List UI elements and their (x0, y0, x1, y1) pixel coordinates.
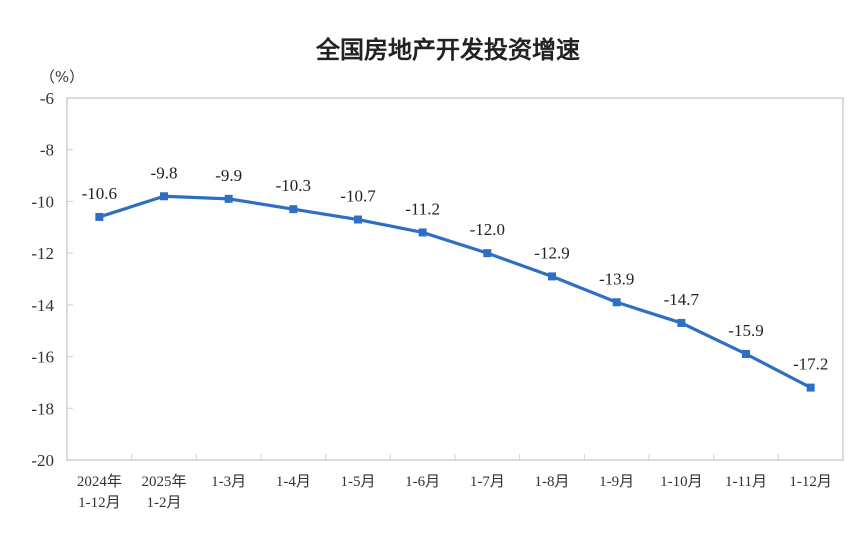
y-tick-label: -12 (31, 244, 54, 263)
data-label: -15.9 (728, 321, 763, 340)
x-tick-label: 1-9月 (599, 474, 634, 490)
chart-title: 全国房地产开发投资增速 (315, 36, 580, 64)
x-tick-label: 1-3月 (211, 474, 246, 490)
x-tick-label: 2025年 1-2月 (141, 473, 186, 511)
y-tick-label: -14 (31, 296, 54, 315)
data-point-marker (289, 205, 298, 214)
data-label: -10.6 (82, 184, 117, 203)
data-point-marker (483, 249, 492, 258)
x-axis: 2024年 1-12月 2025年 1-2月 1-3月 1-4月 1-5月 1-6月 1-7月 1… (77, 454, 832, 511)
data-point-marker (612, 298, 621, 307)
data-point-marker (95, 212, 104, 221)
y-tick-label: -16 (31, 348, 54, 367)
x-tick-label: 1-10月 (660, 474, 703, 490)
data-point-marker (418, 228, 427, 237)
data-label: -9.8 (151, 163, 178, 182)
data-point-marker (354, 215, 362, 224)
y-axis-unit: （%） (40, 68, 84, 86)
data-label: -10.3 (276, 176, 311, 195)
data-label: -10.7 (340, 187, 376, 206)
y-tick-label: -20 (31, 451, 54, 470)
x-tick-label: 1-4月 (276, 474, 311, 490)
y-tick-label: -10 (31, 192, 54, 211)
series-line (98, 194, 812, 390)
y-tick-label: -8 (40, 141, 54, 160)
y-axis: -6 -8 -10 -12 -14 -16 -18 -20 (31, 89, 73, 470)
data-point-marker (548, 272, 556, 281)
data-label: -12.9 (534, 243, 569, 262)
plot-frame (66, 97, 844, 461)
y-tick-label: -6 (40, 89, 54, 108)
data-point-marker (806, 383, 815, 392)
data-point-marker (677, 318, 686, 327)
data-label: -9.9 (215, 166, 242, 185)
x-tick-label: 1-6月 (405, 474, 440, 490)
y-tick-label: -18 (31, 399, 54, 418)
x-tick-label: 1-12月 (789, 474, 832, 490)
x-tick-label: 2024年 1-12月 (77, 473, 122, 511)
data-label: -13.9 (599, 269, 634, 288)
data-point-marker (160, 192, 168, 201)
data-point-marker (742, 349, 750, 358)
x-tick-label: 1-11月 (725, 474, 767, 490)
data-point-marker (224, 194, 233, 203)
data-label: -17.2 (793, 355, 828, 374)
x-tick-label: 1-8月 (535, 474, 570, 490)
data-label: -12.0 (470, 220, 505, 239)
plot-area-border (66, 97, 844, 461)
data-label: -11.2 (405, 199, 440, 218)
data-label: -14.7 (664, 290, 700, 309)
x-tick-label: 1-7月 (470, 474, 505, 490)
data-series: -10.6 -9.8 -9.9 -10.3 -10.7 -11.2 -12.0 -12.9 -1… (82, 163, 828, 392)
x-tick-label: 1-5月 (341, 474, 376, 490)
